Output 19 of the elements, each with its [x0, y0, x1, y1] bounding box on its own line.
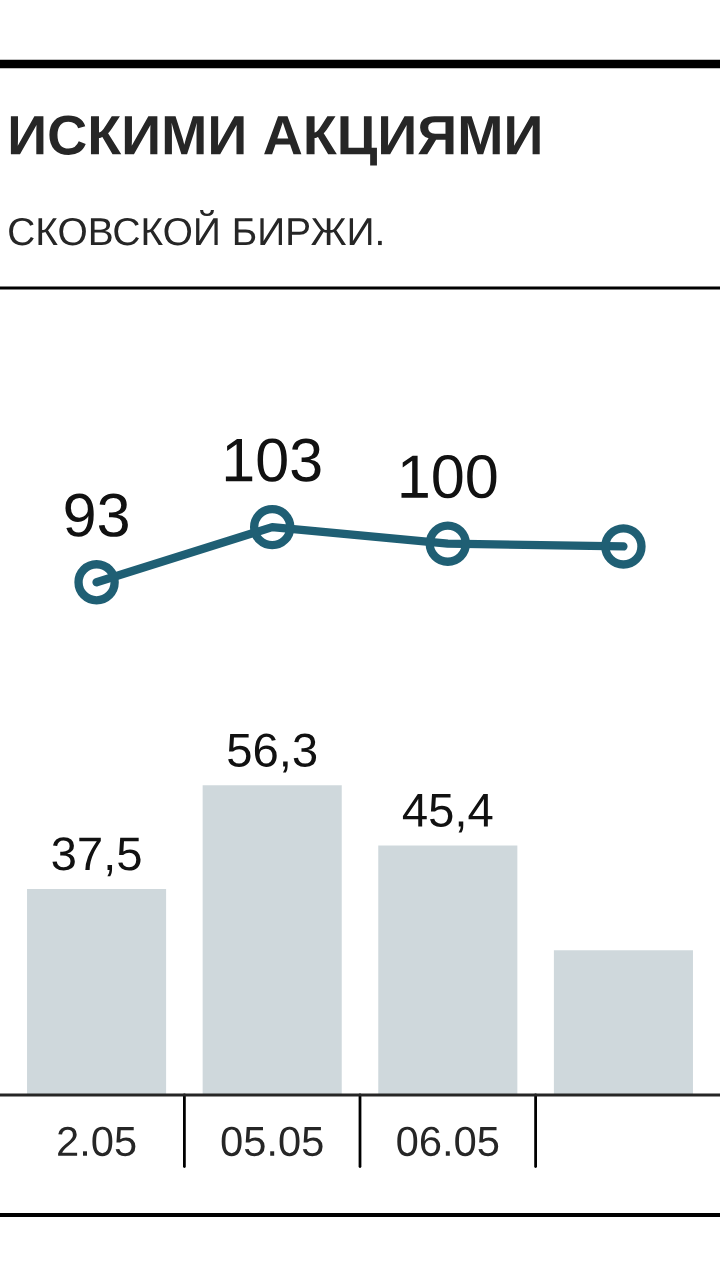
point	[601, 524, 646, 569]
bar	[25, 887, 168, 1095]
data-label: 56,3	[228, 733, 317, 773]
point	[425, 521, 471, 566]
x-tick-label: 2.05	[58, 1126, 136, 1157]
x-tick-label: 06.05	[397, 1126, 499, 1157]
point	[249, 504, 295, 550]
chart-subtitle: СКОВСКОЙ БИРЖИ.	[9, 209, 382, 246]
bar	[376, 844, 519, 1095]
bar	[201, 783, 344, 1095]
data-label: 100	[401, 455, 497, 499]
data-label: 45,4	[402, 794, 493, 833]
chart-title: ИСКИМИ АКЦИЯМИ	[10, 115, 540, 166]
data-label: 37,5	[52, 837, 141, 877]
data-label: 93	[65, 493, 128, 537]
point	[74, 560, 119, 605]
bar	[552, 948, 695, 1095]
x-tick-label: 05.05	[221, 1126, 323, 1157]
data-label: 103	[225, 438, 321, 482]
